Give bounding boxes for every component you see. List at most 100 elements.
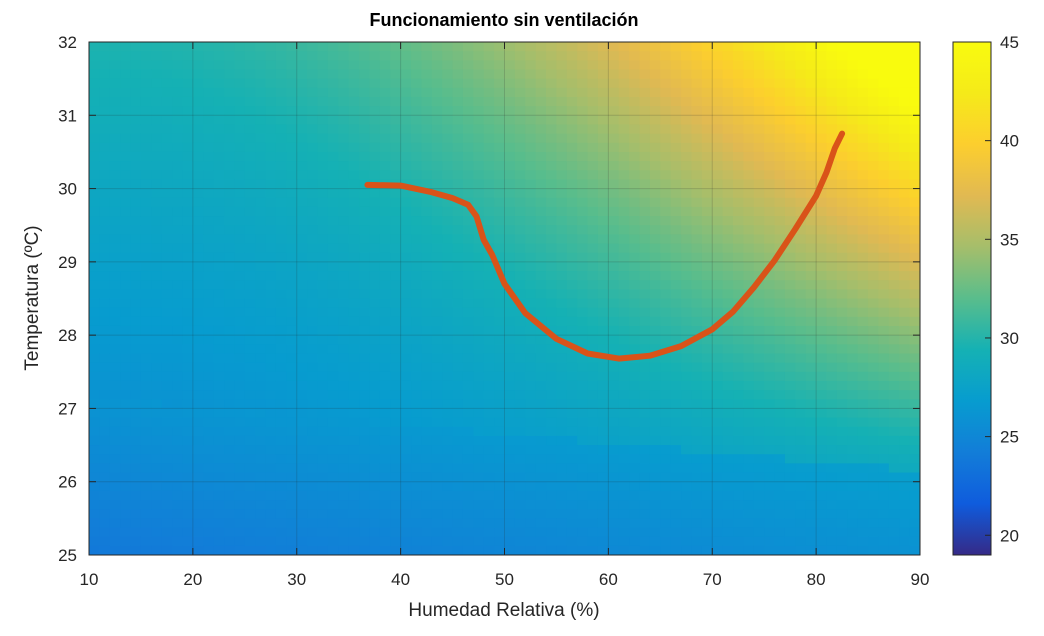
heatmap-cell [286,188,298,199]
heatmap-cell [722,545,734,555]
heatmap-cell [764,115,776,126]
heatmap-cell [899,454,911,464]
heatmap-cell [608,243,620,254]
heatmap-cell [816,380,828,391]
heatmap-cell [99,307,111,318]
heatmap-cell [494,289,506,300]
heatmap-cell [379,509,391,519]
heatmap-cell [629,188,641,199]
heatmap-cell [909,69,920,80]
heatmap-cell [514,454,526,464]
heatmap-cell [681,115,693,126]
heatmap-cell [836,124,848,135]
heatmap-cell [816,96,828,107]
heatmap-cell [774,490,786,501]
heatmap-cell [681,454,693,464]
heatmap-cell [109,261,121,272]
heatmap-cell [317,362,329,373]
heatmap-cell [847,206,859,217]
heatmap-cell [317,408,329,419]
heatmap-cell [265,390,277,400]
heatmap-cell [286,206,298,217]
heatmap-cell [411,335,422,345]
heatmap-cell [462,545,474,555]
heatmap-cell [255,481,267,492]
heatmap-cell [275,435,287,446]
heatmap-cell [857,179,869,190]
heatmap-cell [348,206,360,217]
heatmap-cell [296,151,308,162]
heatmap-cell [296,481,308,492]
heatmap-cell [99,344,111,355]
heatmap-cell [868,96,880,107]
heatmap-cell [639,69,651,80]
heatmap-cell [888,161,900,171]
heatmap-cell [899,316,911,327]
heatmap-cell [452,435,464,446]
heatmap-cell [286,545,298,555]
heatmap-cell [660,234,672,245]
heatmap-cell [753,307,765,318]
heatmap-cell [442,408,454,419]
heatmap-cell [130,298,142,309]
heatmap-cell [525,316,537,327]
heatmap-cell [203,142,215,153]
heatmap-cell [99,216,111,226]
heatmap-cell [795,234,807,245]
heatmap-cell [411,280,422,290]
heatmap-cell [224,188,236,199]
heatmap-cell [701,463,713,474]
heatmap-cell [899,225,911,235]
heatmap-cell [462,216,474,226]
heatmap-cell [556,463,568,474]
heatmap-cell [483,344,495,355]
heatmap-cell [722,96,734,107]
heatmap-cell [494,362,506,373]
heatmap-cell [275,518,287,529]
heatmap-cell [411,518,422,529]
heatmap-cell [213,463,225,474]
heatmap-cell [909,78,920,89]
heatmap-cell [421,307,433,318]
heatmap-cell [275,426,287,437]
heatmap-cell [379,42,391,52]
heatmap-cell [577,271,589,281]
heatmap-cell [608,316,620,327]
heatmap-cell [296,335,308,345]
heatmap-cell [587,490,599,501]
heatmap-cell [483,426,495,437]
heatmap-cell [244,371,256,382]
heatmap-cell [338,216,350,226]
heatmap-cell [504,408,516,419]
heatmap-cell [296,60,308,71]
heatmap-cell [597,380,609,391]
heatmap-cell [681,106,693,116]
heatmap-cell [338,536,350,547]
heatmap-cell [483,234,495,245]
heatmap-cell [255,298,267,309]
heatmap-cell [764,280,776,290]
heatmap-cell [743,280,755,290]
heatmap-cell [784,216,796,226]
heatmap-cell [213,527,225,538]
heatmap-cell [660,509,672,519]
heatmap-cell [639,325,651,336]
heatmap-cell [411,481,422,492]
heatmap-cell [868,445,880,455]
heatmap-cell [151,490,163,501]
heatmap-cell [317,454,329,464]
heatmap-cell [431,490,443,501]
heatmap-cell [442,445,454,455]
heatmap-cell [909,51,920,61]
heatmap-cell [753,371,765,382]
heatmap-cell [504,371,516,382]
heatmap-cell [753,426,765,437]
heatmap-cell [411,142,422,153]
heatmap-cell [348,509,360,519]
heatmap-cell [836,316,848,327]
heatmap-cell [722,298,734,309]
heatmap-cell [878,87,890,98]
heatmap-cell [888,170,900,181]
heatmap-cell [286,316,298,327]
heatmap-cell [431,307,443,318]
